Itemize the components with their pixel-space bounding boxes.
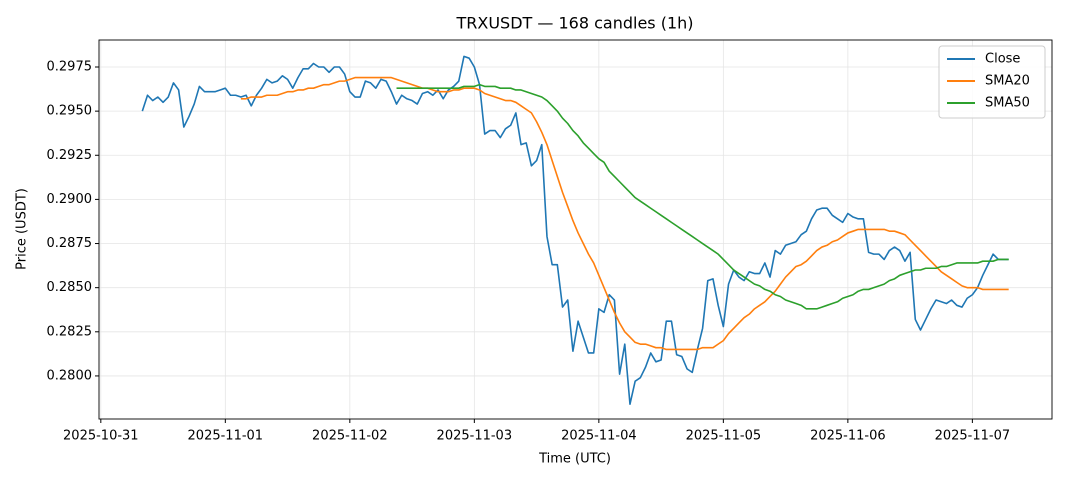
y-tick-label: 0.2950 — [47, 104, 93, 119]
legend-box — [938, 45, 1046, 119]
y-tick-label: 0.2875 — [47, 236, 93, 251]
x-tick-label: 2025-10-31 — [63, 429, 139, 444]
x-axis-label: Time (UTC) — [538, 452, 611, 467]
y-tick-label: 0.2925 — [47, 148, 93, 163]
y-tick-label: 0.2800 — [47, 368, 93, 383]
plot-frame — [98, 39, 1053, 420]
x-tick-label: 2025-11-01 — [188, 429, 264, 444]
y-tick-label: 0.2975 — [47, 60, 93, 75]
x-tick-label: 2025-11-06 — [810, 429, 886, 444]
legend-label: SMA50 — [985, 96, 1030, 111]
y-axis-label: Price (USDT) — [15, 188, 30, 270]
x-tick-label: 2025-11-05 — [686, 429, 762, 444]
y-tick-label: 0.2850 — [47, 280, 93, 295]
x-tick-label: 2025-11-04 — [561, 429, 637, 444]
chart-title: TRXUSDT — 168 candles (1h) — [455, 14, 693, 33]
line-series — [396, 83, 1009, 310]
x-tick-label: 2025-11-07 — [935, 429, 1011, 444]
x-tick-label: 2025-11-03 — [437, 429, 513, 444]
x-tick-label: 2025-11-02 — [312, 429, 388, 444]
y-tick-label: 0.2900 — [47, 192, 93, 207]
line-series — [141, 55, 1009, 405]
line-series — [240, 76, 1009, 351]
legend-label: Close — [985, 52, 1020, 67]
y-tick-label: 0.2825 — [47, 324, 93, 339]
legend-label: SMA20 — [985, 74, 1030, 89]
